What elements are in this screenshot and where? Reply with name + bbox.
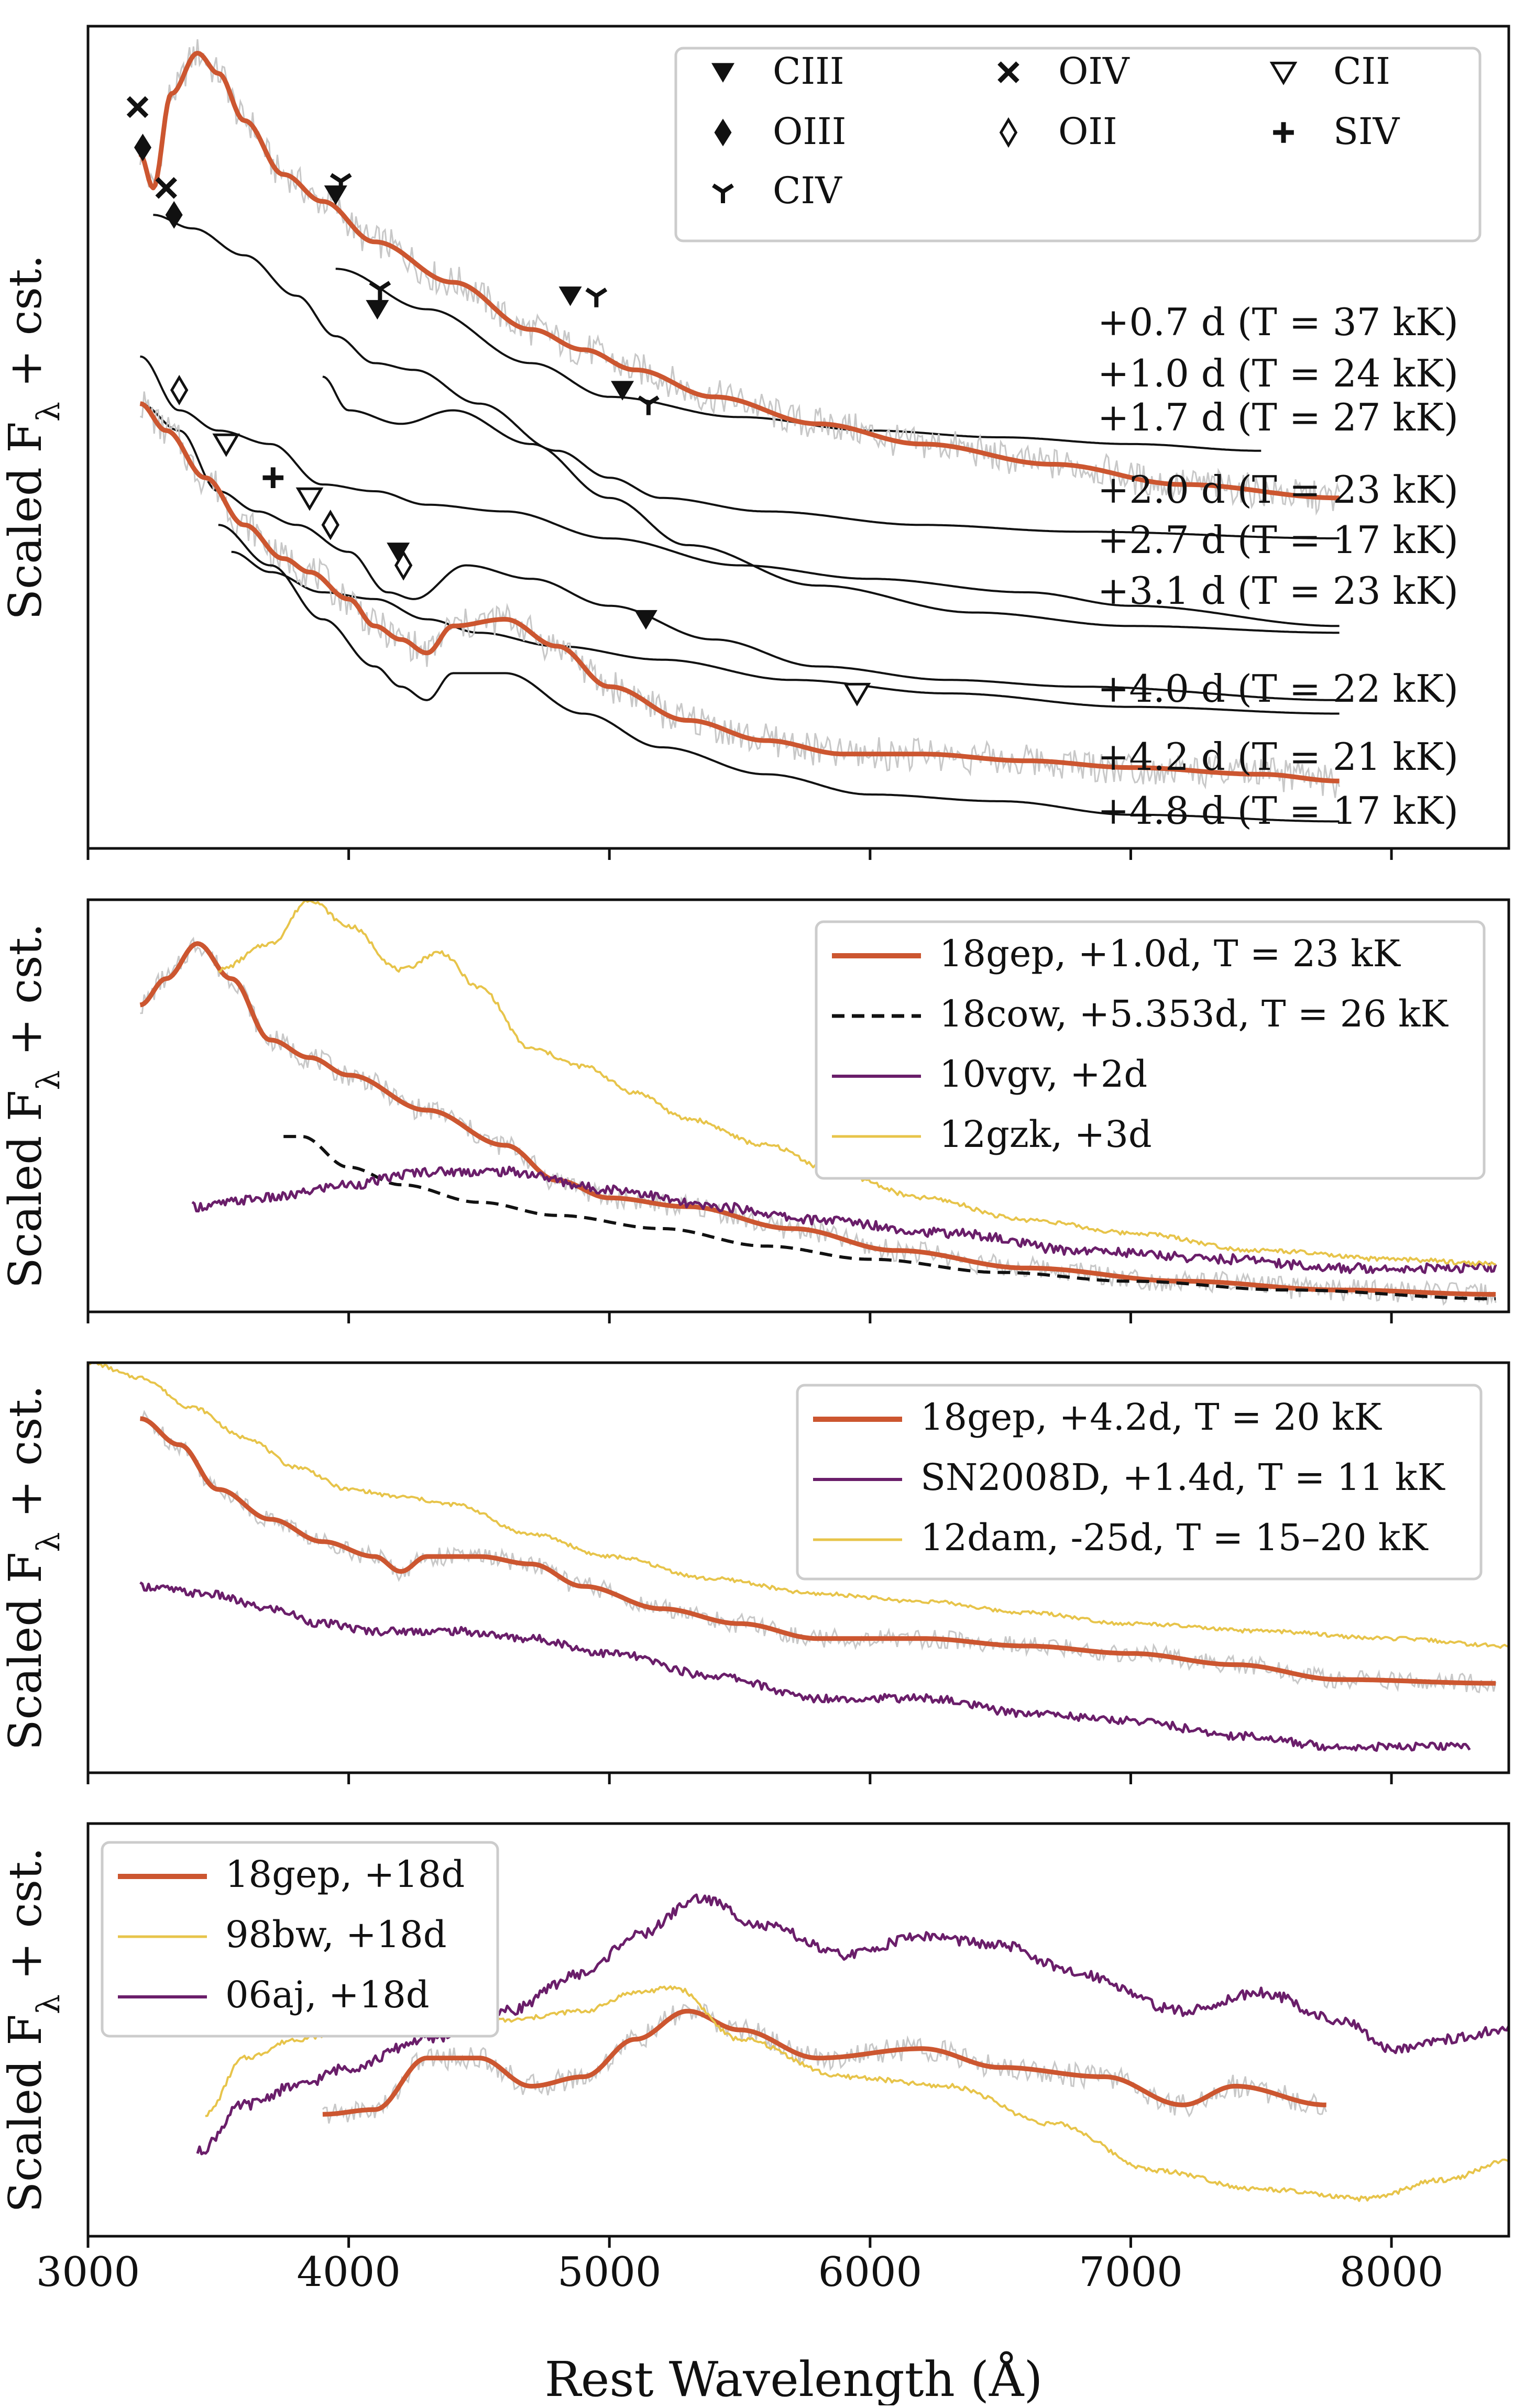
series--1-0-d-t-24-kk- — [138, 51, 1340, 501]
series--4-0-d-t-22-kk- — [231, 550, 1340, 715]
ion-marker-oii — [321, 510, 339, 540]
ion-marker-ciii — [558, 286, 582, 306]
ion-marker-civ — [637, 395, 660, 415]
x-tick-label: 7000 — [1079, 2249, 1183, 2296]
x-axis-label: Rest Wavelength (Å) — [545, 2351, 1043, 2405]
epoch-label: +2.7 d (T = 17 kK) — [1098, 518, 1458, 562]
x-tick-label: 4000 — [297, 2249, 401, 2296]
legend-label: 06aj, +18d — [225, 1973, 430, 2016]
legend-label: OIII — [773, 110, 846, 153]
legend-label: 18gep, +18d — [225, 1853, 465, 1896]
axes-frame — [86, 1822, 1510, 2238]
ion-marker-ciii — [611, 381, 634, 401]
legend-label: SN2008D, +1.4d, T = 11 kK — [920, 1456, 1445, 1499]
legend-label: CIV — [773, 169, 842, 212]
ion-marker-ciii — [387, 543, 410, 562]
panel-third-comparison: Scaled Fλ + cst. 18gep, +4.2d, T = 20 kK S… — [0, 1361, 1510, 1784]
ion-marker-cii — [212, 433, 240, 457]
series--3-1-d-t-23-kk- — [140, 402, 1340, 701]
plot-area — [138, 39, 1341, 823]
series-18gep-4-2d-t-20-kk — [140, 1416, 1496, 1686]
y-axis-label: Scaled Fλ + cst. — [0, 255, 67, 620]
series--4-2-d-t-21-kk- — [139, 401, 1340, 783]
ion-marker-oii — [170, 374, 189, 406]
axes-frame — [86, 898, 1510, 1313]
series-18gep-1-0d-t-23-kk — [139, 941, 1496, 1297]
x-tick-label: 5000 — [557, 2249, 662, 2296]
series--1-7-d-t-27-kk- — [153, 214, 1340, 539]
legend-label: 18cow, +5.353d, T = 26 kK — [939, 992, 1449, 1035]
epoch-label: +1.0 d (T = 24 kK) — [1098, 351, 1458, 395]
series-10vgv-2d — [191, 1165, 1497, 1274]
panel-second-comparison: Scaled Fλ + cst. 18gep, +1.0d, T = 23 kK1… — [0, 898, 1510, 1323]
legend-label: OIV — [1058, 50, 1130, 93]
series-12dam-25d-t-15-20-kk — [88, 1363, 1509, 1649]
panel-top-spectra: Scaled Fλ + cst. +0.7 d (T = 37 kK) +1.0 d… — [0, 25, 1510, 860]
series--2-7-d-t-17-kk- — [140, 355, 1340, 627]
legend: 18gep, +4.2d, T = 20 kK SN2008D, +1.4d, T… — [796, 1384, 1483, 1581]
series-18cow-5-353d-t-26-kk — [283, 1135, 1496, 1300]
epoch-label: +4.8 d (T = 17 kK) — [1098, 789, 1458, 833]
ion-marker-civ — [585, 288, 608, 307]
legend-marker-siv — [1273, 122, 1294, 143]
plot-area — [88, 1363, 1509, 1752]
legend-label: 12gzk, +3d — [939, 1113, 1152, 1156]
y-axis-label: Scaled Fλ + cst. — [0, 1847, 67, 2213]
ion-marker-oiv — [126, 96, 149, 118]
ion-marker-cii — [843, 682, 871, 706]
epoch-label: +0.7 d (T = 37 kK) — [1098, 300, 1458, 344]
ion-marker-ciii — [324, 185, 347, 205]
x-tick-label: 8000 — [1340, 2249, 1444, 2296]
epoch-label: +1.7 d (T = 27 kK) — [1098, 395, 1458, 439]
legend: 18gep, +1.0d, T = 23 kK 18cow, +5.353d, T… — [815, 920, 1486, 1180]
ion-marker-cii — [295, 487, 324, 511]
epoch-label: +3.1 d (T = 23 kK) — [1098, 569, 1458, 613]
ion-marker-siv — [262, 467, 284, 489]
ion-marker-oiii — [165, 201, 183, 229]
legend-label: 18gep, +1.0d, T = 23 kK — [939, 932, 1401, 975]
legend-marker-oii — [999, 117, 1018, 148]
x-tick-label: 6000 — [818, 2249, 923, 2296]
legend: CIII OIV CII OIII OII SIV CIV — [674, 47, 1482, 242]
legend-marker-civ — [712, 183, 734, 203]
ion-marker-oiv — [155, 177, 178, 199]
legend: 18gep, +18d 98bw, +18d 06aj, +18d — [101, 1841, 499, 2038]
ion-marker-oii — [394, 550, 413, 581]
legend-label: 12dam, -25d, T = 15–20 kK — [920, 1516, 1429, 1559]
legend-label: 10vgv, +2d — [939, 1053, 1147, 1096]
legend-marker-oiii — [714, 118, 732, 147]
axes-frame — [86, 1361, 1510, 1774]
series-18gep-18d — [322, 2008, 1327, 2117]
legend-label: 98bw, +18d — [225, 1913, 447, 1956]
y-axis-label: Scaled Fλ + cst. — [0, 923, 67, 1289]
series-sn2008d-1-4d-t-11-kk — [139, 1581, 1471, 1752]
epoch-label: +4.2 d (T = 21 kK) — [1098, 735, 1458, 779]
ion-marker-oiii — [134, 134, 151, 162]
series--2-0-d-t-23-kk- — [322, 375, 1340, 634]
legend-marker-ciii — [711, 63, 734, 83]
y-axis-label: Scaled Fλ + cst. — [0, 1385, 67, 1751]
legend-marker-oiv — [997, 61, 1019, 83]
ion-marker-ciii — [634, 610, 657, 630]
observed-spectrum — [322, 2003, 1327, 2124]
axes-frame — [86, 25, 1510, 850]
epoch-label: +4.0 d (T = 22 kK) — [1098, 667, 1458, 711]
series--4-8-d-t-17-kk- — [218, 524, 1340, 823]
legend-label: CIII — [773, 50, 844, 93]
legend-label: CII — [1333, 50, 1390, 93]
epoch-label: +2.0 d (T = 23 kK) — [1098, 468, 1458, 512]
legend-label: OII — [1058, 110, 1117, 153]
plot-area — [139, 900, 1497, 1306]
ion-marker-civ — [369, 281, 391, 301]
series-06aj-18d — [196, 1893, 1509, 2156]
x-tick-label: 3000 — [36, 2249, 140, 2296]
legend-label: SIV — [1333, 110, 1400, 153]
ion-marker-ciii — [366, 300, 389, 320]
legend-label: 18gep, +4.2d, T = 20 kK — [920, 1396, 1382, 1439]
panel-bottom-comparison: 3000 4000 5000 6000 7000 8000 Scaled Fλ + cst.… — [0, 1822, 1510, 2296]
legend-marker-cii — [1269, 61, 1298, 85]
